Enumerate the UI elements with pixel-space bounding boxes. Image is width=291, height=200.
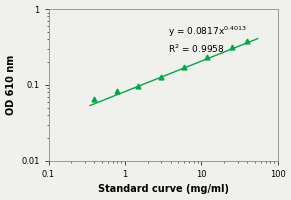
Y-axis label: OD 610 nm: OD 610 nm: [6, 55, 15, 115]
Text: R$^2$ = 0.9958: R$^2$ = 0.9958: [168, 42, 224, 55]
X-axis label: Standard curve (mg/ml): Standard curve (mg/ml): [97, 184, 228, 194]
Text: y = 0.0817x$^{0.4013}$: y = 0.0817x$^{0.4013}$: [168, 24, 247, 39]
